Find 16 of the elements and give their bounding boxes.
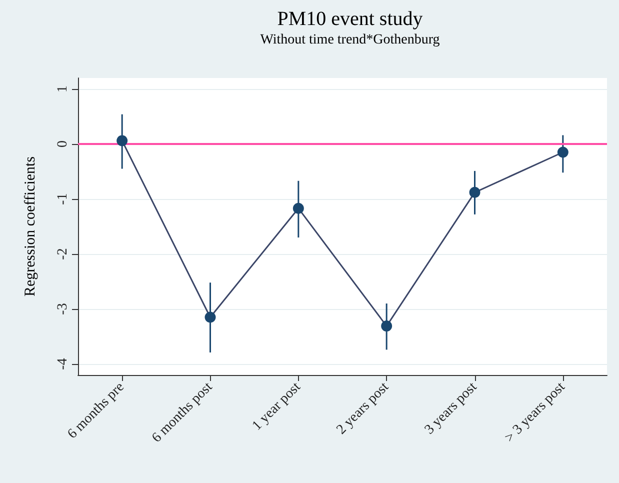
point [292, 202, 304, 214]
y-tick-label: -2 [56, 248, 70, 260]
chart-title: PM10 event study [277, 8, 423, 30]
y-tick-label: -4 [56, 358, 70, 370]
y-tick-label: -3 [56, 303, 70, 315]
point [557, 146, 568, 158]
x-tick-label: 1 year post [250, 380, 304, 434]
point [469, 186, 480, 198]
y-axis-title: Regression coefficients [22, 156, 38, 297]
point [381, 320, 392, 332]
point [204, 312, 216, 323]
y-tick-label: 0 [56, 140, 70, 148]
chart-subtitle: Without time trend*Gothenburg [260, 32, 440, 48]
y-tick-label: 1 [56, 86, 70, 92]
y-tick-label: -1 [56, 193, 70, 205]
point [116, 135, 128, 146]
